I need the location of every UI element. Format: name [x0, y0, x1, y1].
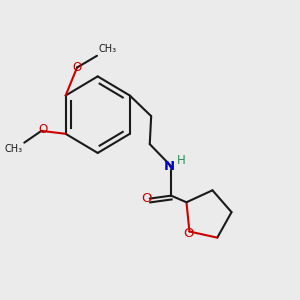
Text: O: O	[183, 227, 193, 240]
Text: O: O	[141, 192, 152, 205]
Text: CH₃: CH₃	[5, 144, 23, 154]
Text: O: O	[38, 123, 47, 136]
Text: N: N	[164, 160, 175, 173]
Text: H: H	[177, 154, 185, 167]
Text: O: O	[72, 61, 82, 74]
Text: CH₃: CH₃	[98, 44, 116, 54]
